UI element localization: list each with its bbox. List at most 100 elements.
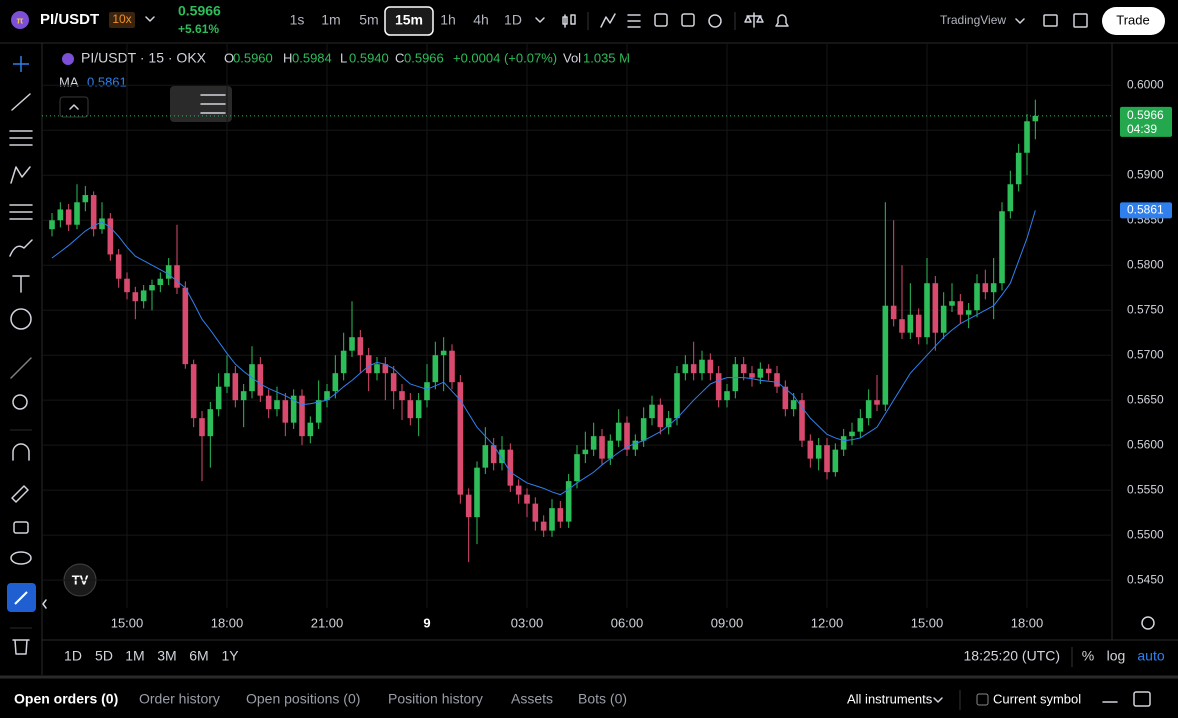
range-button[interactable]: 1Y bbox=[221, 648, 239, 664]
replay-icon[interactable] bbox=[681, 13, 695, 27]
range-button[interactable]: 5D bbox=[95, 648, 113, 664]
chart-type-icon[interactable] bbox=[562, 14, 576, 28]
panel-tab[interactable]: Open positions (0) bbox=[246, 691, 360, 707]
panel-tab[interactable]: Bots (0) bbox=[578, 691, 627, 707]
interval-button[interactable]: 1h bbox=[440, 12, 456, 28]
fullscreen-icon[interactable] bbox=[1073, 13, 1088, 28]
interval-button[interactable]: 1m bbox=[321, 12, 340, 28]
leverage: 10x bbox=[112, 12, 131, 26]
range-button[interactable]: 1M bbox=[125, 648, 144, 664]
instruments-chevron[interactable] bbox=[933, 697, 943, 703]
candle-body bbox=[615, 422, 622, 441]
legend-vol-label: Vol bbox=[563, 50, 581, 65]
candle-body bbox=[65, 209, 72, 225]
range-button[interactable]: 1D bbox=[64, 648, 82, 664]
fib-tool[interactable] bbox=[9, 130, 33, 146]
settings-icon[interactable] bbox=[708, 14, 722, 28]
candle-body bbox=[240, 391, 247, 401]
brand[interactable]: TradingView bbox=[940, 13, 1006, 27]
trend-line-tool[interactable] bbox=[11, 93, 31, 111]
candle-body bbox=[524, 494, 530, 504]
candle-body bbox=[790, 400, 797, 410]
candle-body bbox=[915, 314, 922, 338]
candle-body bbox=[1007, 184, 1014, 212]
hide-tool[interactable] bbox=[10, 551, 32, 565]
candle-body bbox=[765, 368, 772, 374]
candle-body bbox=[715, 373, 722, 401]
notifications-icon[interactable] bbox=[775, 14, 789, 27]
lock-drawings-tool[interactable] bbox=[11, 485, 29, 503]
alert-icon[interactable] bbox=[654, 13, 668, 27]
interval-button[interactable]: 15m bbox=[395, 12, 423, 28]
candle-body bbox=[499, 449, 505, 464]
candle-body bbox=[474, 467, 480, 518]
candle-body bbox=[432, 355, 439, 383]
compare-icon[interactable] bbox=[627, 14, 641, 28]
y-tick-label: 0.5800 bbox=[1127, 257, 1164, 271]
candle-body bbox=[865, 400, 872, 419]
candle-body bbox=[424, 382, 430, 401]
indicators-icon[interactable] bbox=[600, 13, 616, 28]
y-tick-label: 0.5500 bbox=[1127, 527, 1164, 541]
candle-body bbox=[840, 436, 847, 450]
range-button[interactable]: 6M bbox=[189, 648, 208, 664]
candle-body bbox=[932, 283, 939, 333]
current-symbol-checkbox[interactable] bbox=[976, 693, 989, 706]
candle-body bbox=[215, 386, 222, 410]
symbol[interactable]: PI/USDT bbox=[40, 11, 99, 28]
scale-option[interactable]: % bbox=[1082, 648, 1094, 664]
layout-icon[interactable] bbox=[1043, 14, 1058, 27]
maximize-panel[interactable] bbox=[1133, 691, 1151, 707]
measure-tool[interactable] bbox=[10, 357, 32, 379]
trade-button[interactable] bbox=[1102, 7, 1165, 35]
trade-button-label[interactable]: Trade bbox=[1116, 12, 1149, 27]
active-interval-box[interactable] bbox=[384, 6, 434, 36]
toolbar-collapse[interactable] bbox=[42, 599, 47, 609]
candle-body bbox=[174, 265, 180, 288]
panel-tab[interactable]: Open orders (0) bbox=[14, 691, 118, 707]
panel-tab[interactable]: Order history bbox=[139, 691, 220, 707]
legend-collapse[interactable] bbox=[59, 96, 89, 118]
candle-body bbox=[507, 449, 514, 486]
interval-button[interactable]: 5m bbox=[359, 12, 378, 28]
interval-button[interactable]: 4h bbox=[473, 12, 489, 28]
floating-toolbar-icon bbox=[200, 94, 226, 114]
ohlc-label: O bbox=[224, 50, 234, 65]
interval-menu-chevron[interactable] bbox=[535, 17, 545, 23]
candle-body bbox=[807, 440, 814, 459]
panel-tab[interactable]: Assets bbox=[511, 691, 553, 707]
zoom-tool[interactable] bbox=[12, 394, 28, 410]
panel-tab[interactable]: Position history bbox=[388, 691, 483, 707]
crosshair-tool[interactable] bbox=[13, 56, 29, 72]
instruments-filter[interactable]: All instruments bbox=[847, 691, 933, 706]
lock-tool[interactable] bbox=[13, 521, 29, 534]
brush-tool[interactable] bbox=[9, 239, 33, 257]
candle-body bbox=[940, 305, 947, 333]
balance-icon[interactable] bbox=[744, 12, 764, 28]
interval-button[interactable]: 1D bbox=[504, 12, 522, 28]
candle-body bbox=[124, 278, 130, 293]
magnet-tool[interactable] bbox=[12, 443, 30, 461]
symbol-menu-chevron[interactable] bbox=[145, 16, 155, 22]
projection-tool[interactable] bbox=[9, 204, 33, 220]
candle-body bbox=[365, 355, 372, 374]
icon-tool[interactable] bbox=[10, 308, 32, 330]
interval-button[interactable]: 1s bbox=[290, 12, 305, 28]
y-tick-label: 0.5450 bbox=[1127, 572, 1164, 586]
scale-option[interactable]: log bbox=[1107, 648, 1126, 664]
brand-chevron[interactable] bbox=[1015, 18, 1025, 24]
text-tool[interactable] bbox=[12, 275, 30, 293]
candle-body bbox=[640, 418, 647, 441]
candle-body bbox=[299, 395, 305, 437]
current-symbol-label[interactable]: Current symbol bbox=[993, 691, 1081, 706]
last-price: 0.5966 bbox=[178, 3, 221, 19]
range-button[interactable]: 3M bbox=[157, 648, 176, 664]
pattern-tool[interactable] bbox=[10, 166, 31, 184]
scale-option[interactable]: auto bbox=[1137, 648, 1164, 664]
axis-settings[interactable] bbox=[1141, 616, 1155, 630]
clock: 18:25:20 (UTC) bbox=[964, 648, 1060, 664]
candle-body bbox=[132, 292, 139, 302]
delete-tool[interactable] bbox=[12, 639, 30, 655]
candle-body bbox=[949, 301, 955, 306]
candle-body bbox=[799, 400, 805, 441]
